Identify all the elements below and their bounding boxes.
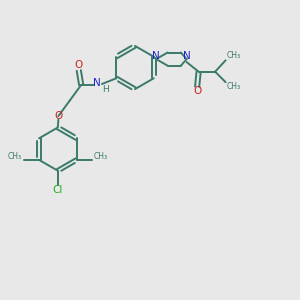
Text: O: O: [193, 85, 201, 96]
Text: Cl: Cl: [52, 185, 63, 196]
Text: CH₃: CH₃: [8, 152, 22, 161]
Text: O: O: [54, 111, 62, 121]
Text: CH₃: CH₃: [227, 51, 241, 60]
Text: O: O: [75, 60, 83, 70]
Text: CH₃: CH₃: [94, 152, 108, 161]
Text: N: N: [93, 78, 101, 88]
Text: H: H: [102, 85, 109, 94]
Text: N: N: [183, 50, 191, 61]
Text: N: N: [152, 50, 160, 61]
Text: CH₃: CH₃: [227, 82, 241, 91]
